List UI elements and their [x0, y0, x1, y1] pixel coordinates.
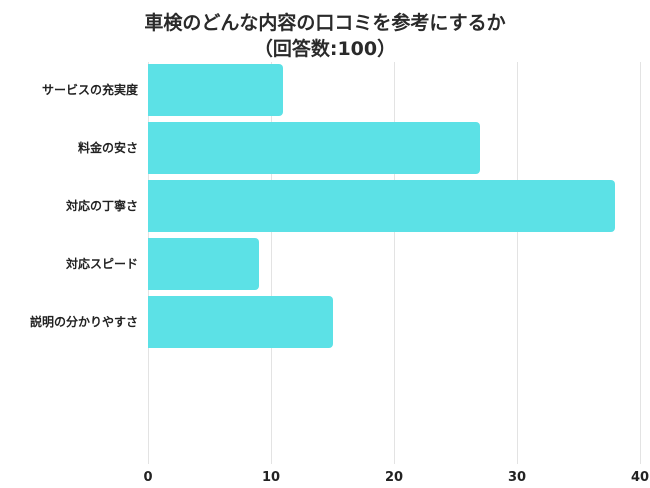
gridline	[271, 62, 272, 464]
bar	[148, 238, 259, 290]
x-axis-tick: 0	[143, 470, 153, 485]
gridline	[640, 62, 641, 464]
y-axis-label: 料金の安さ	[77, 141, 138, 155]
x-axis-tick: 30	[507, 470, 527, 485]
gridline	[394, 62, 395, 464]
bar	[148, 296, 333, 348]
y-axis-label: 説明の分かりやすさ	[29, 315, 138, 329]
x-axis-tick: 40	[630, 470, 650, 485]
bar	[148, 64, 284, 116]
y-axis-label: サービスの充実度	[41, 83, 138, 97]
chart-title: 車検のどんな内容の口コミを参考にするか	[144, 12, 506, 34]
y-axis-label: 対応の丁寧さ	[65, 199, 138, 213]
gridline	[517, 62, 518, 464]
bar	[148, 180, 616, 232]
plot-area	[148, 62, 641, 464]
x-axis-tick: 20	[384, 470, 404, 485]
bar	[148, 122, 481, 174]
x-axis-tick: 10	[261, 470, 281, 485]
chart-subtitle: （回答数:100）	[253, 38, 397, 60]
y-axis-label: 対応スピード	[65, 257, 138, 271]
